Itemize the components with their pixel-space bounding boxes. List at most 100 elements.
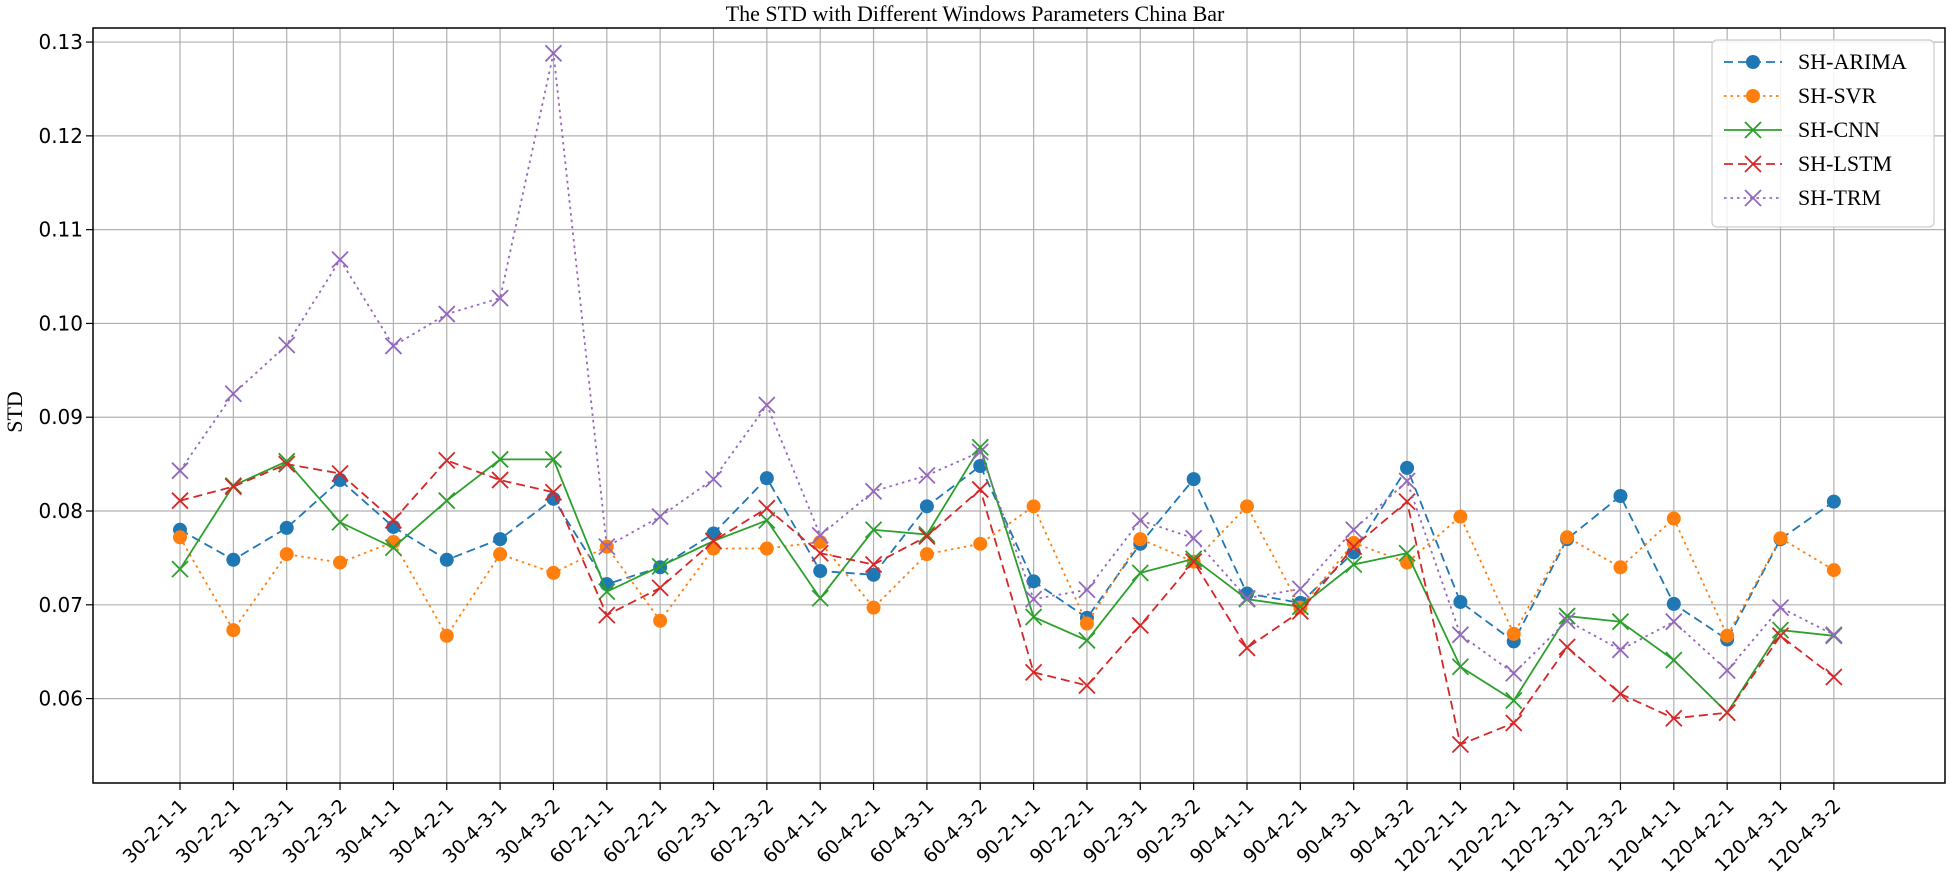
data-point xyxy=(811,544,829,562)
data-point xyxy=(1453,594,1468,609)
data-point xyxy=(439,552,454,567)
data-point xyxy=(1665,651,1683,669)
y-tick-label: 0.10 xyxy=(38,311,83,335)
data-point xyxy=(1079,616,1094,631)
data-point xyxy=(811,589,829,607)
data-point xyxy=(439,628,454,643)
legend-marker xyxy=(1746,55,1760,69)
data-point xyxy=(758,511,776,530)
y-tick-label: 0.09 xyxy=(38,405,83,429)
y-tick-label: 0.07 xyxy=(38,593,83,617)
data-point xyxy=(1453,509,1468,524)
data-point xyxy=(226,623,241,638)
data-point xyxy=(1026,574,1041,589)
data-point xyxy=(1451,658,1470,676)
legend-marker xyxy=(1746,89,1760,103)
series-line-sh-trm xyxy=(179,53,1835,675)
data-point xyxy=(279,520,294,535)
data-point xyxy=(384,511,403,530)
data-point xyxy=(224,477,242,496)
legend-box xyxy=(1711,39,1935,228)
data-point xyxy=(1773,531,1788,546)
data-point xyxy=(1398,544,1416,562)
data-point xyxy=(171,462,189,480)
data-point xyxy=(1826,563,1841,578)
data-point xyxy=(1505,664,1523,682)
data-point xyxy=(1505,691,1523,710)
data-point xyxy=(758,396,776,414)
data-point xyxy=(1398,472,1416,490)
y-tick-label: 0.13 xyxy=(38,30,83,54)
y-tick-label: 0.06 xyxy=(38,687,83,711)
data-point xyxy=(491,289,509,307)
data-point xyxy=(1238,639,1256,657)
data-point xyxy=(1026,499,1041,514)
data-point xyxy=(1826,494,1841,509)
data-point xyxy=(1825,668,1843,686)
data-point xyxy=(1131,511,1149,530)
data-point xyxy=(1505,714,1523,732)
data-point xyxy=(1720,628,1735,643)
data-point xyxy=(1771,621,1790,639)
data-point xyxy=(491,450,509,469)
data-point xyxy=(1185,529,1203,547)
data-point xyxy=(1611,613,1630,631)
legend-label: SH-LSTM xyxy=(1798,151,1892,176)
data-point xyxy=(864,555,883,574)
data-point xyxy=(598,538,616,556)
data-point xyxy=(918,466,936,485)
data-point xyxy=(651,579,669,597)
data-point xyxy=(1345,538,1363,556)
data-point xyxy=(1506,626,1521,641)
legend-marker xyxy=(1744,189,1762,207)
data-point xyxy=(544,44,563,62)
data-point xyxy=(1131,616,1149,635)
data-point xyxy=(491,471,509,489)
data-point xyxy=(1078,581,1096,599)
data-point xyxy=(919,499,934,514)
series-line-sh-lstm xyxy=(179,459,1835,746)
data-point xyxy=(651,557,669,575)
series-layer xyxy=(171,44,1843,754)
data-point xyxy=(1665,613,1683,631)
data-point xyxy=(1024,608,1043,626)
data-point xyxy=(971,480,989,499)
data-point xyxy=(811,526,829,545)
data-point xyxy=(973,536,988,551)
data-point xyxy=(971,438,989,456)
data-point xyxy=(384,337,403,355)
legend-label: SH-SVR xyxy=(1798,83,1877,108)
data-point xyxy=(1024,663,1043,681)
legend-label: SH-CNN xyxy=(1798,117,1880,142)
data-point xyxy=(1451,626,1470,644)
data-point xyxy=(1666,596,1681,611)
data-point xyxy=(1291,598,1309,616)
data-point xyxy=(331,251,349,269)
data-point xyxy=(864,521,883,539)
data-point xyxy=(1613,560,1628,575)
data-point xyxy=(1133,532,1148,547)
data-point xyxy=(226,552,241,567)
data-point xyxy=(704,470,723,488)
data-point xyxy=(918,525,936,544)
data-point xyxy=(279,547,294,562)
data-point xyxy=(866,567,881,582)
gridlines xyxy=(93,28,1945,783)
data-point xyxy=(1771,627,1790,645)
data-point xyxy=(1611,685,1630,703)
data-point xyxy=(1185,550,1203,568)
series-line-sh-arima xyxy=(179,464,1835,643)
data-point xyxy=(278,455,296,473)
data-point xyxy=(759,541,774,556)
data-point xyxy=(493,547,508,562)
data-point xyxy=(704,532,723,550)
data-point xyxy=(1291,602,1309,621)
series-sh-trm xyxy=(171,44,1843,682)
legend-label: SH-ARIMA xyxy=(1798,49,1907,74)
data-point xyxy=(333,555,348,570)
data-point xyxy=(1238,589,1256,607)
x-ticks: 30-2-1-130-2-2-130-2-3-130-2-3-230-4-1-1… xyxy=(119,783,1845,876)
chart-title: The STD with Different Windows Parameter… xyxy=(726,1,1225,26)
data-point xyxy=(1186,472,1201,487)
